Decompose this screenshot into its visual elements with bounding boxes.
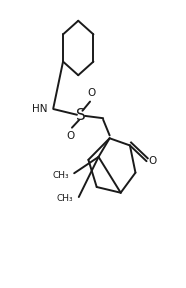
Text: O: O <box>67 131 75 141</box>
Text: O: O <box>87 88 95 98</box>
Text: O: O <box>149 156 157 166</box>
Text: CH₃: CH₃ <box>52 171 69 180</box>
Text: CH₃: CH₃ <box>57 194 74 203</box>
Text: S: S <box>76 108 86 123</box>
Text: HN: HN <box>32 104 48 114</box>
